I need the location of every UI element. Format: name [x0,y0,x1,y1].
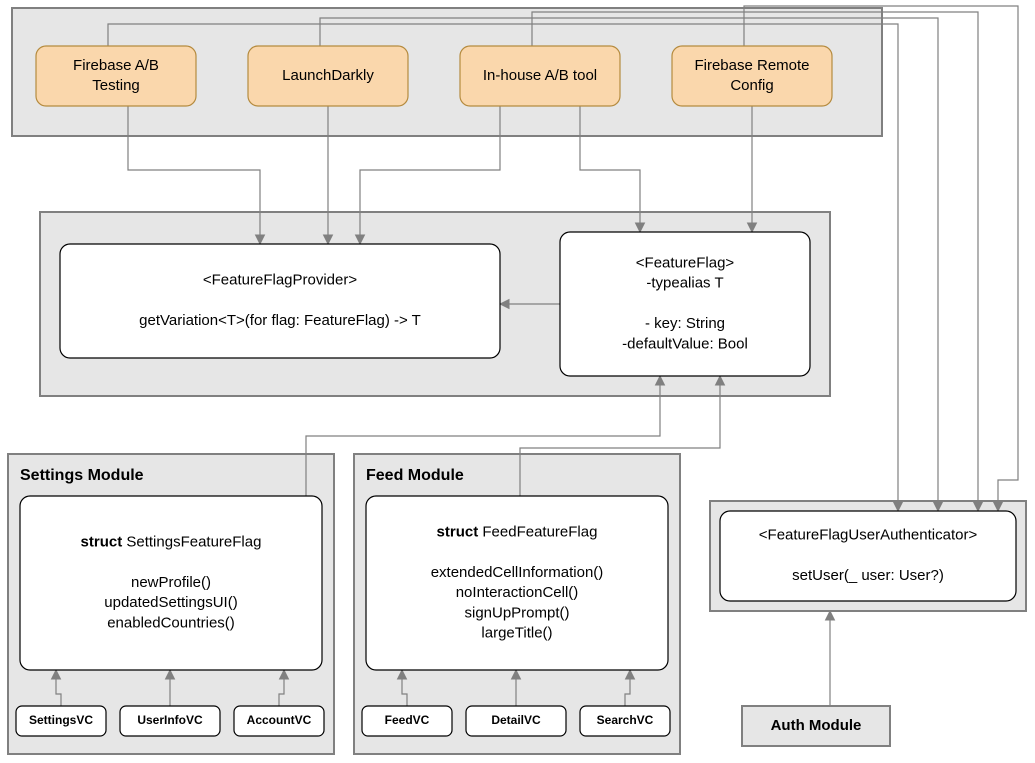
firebase-ab-line-1: Testing [92,77,140,94]
settings-module-group-title: Settings Module [20,467,144,484]
feed-struct-line-3: noInteractionCell() [456,584,579,601]
diagram-root: Settings Module Feed Module Firebase A/B Te… [0,0,1035,763]
feedvc-line-0: FeedVC [385,713,430,727]
feed-struct: struct FeedFeatureFlag extendedCellInform… [366,496,668,670]
firebase-remote: Firebase Remote Config [672,46,832,106]
provider-line-2: getVariation<T>(for flag: FeatureFlag) -… [139,312,421,329]
searchvc: SearchVC [580,706,670,736]
settings-struct-line-0: struct SettingsFeatureFlag [81,533,262,550]
inhouse: In-house A/B tool [460,46,620,106]
searchvc-line-0: SearchVC [597,713,654,727]
firebase-remote-line-1: Config [730,77,773,94]
featureflag-line-0: <FeatureFlag> [636,254,735,271]
detailvc: DetailVC [466,706,566,736]
detailvc-line-0: DetailVC [491,713,541,727]
provider-line-0: <FeatureFlagProvider> [203,272,357,289]
firebase-ab: Firebase A/B Testing [36,46,196,106]
feed-struct-line-2: extendedCellInformation() [431,564,604,581]
firebase-ab-line-0: Firebase A/B [73,57,159,74]
provider: <FeatureFlagProvider> getVariation<T>(for… [60,244,500,358]
settings-struct-line-2: newProfile() [131,574,211,591]
feed-module-group-title: Feed Module [366,467,464,484]
userinfovc-line-0: UserInfoVC [137,713,203,727]
authenticator: <FeatureFlagUserAuthenticator> setUser(_ … [720,511,1016,601]
settings-struct: struct SettingsFeatureFlag newProfile() up… [20,496,322,670]
auth-module-line-0: Auth Module [771,717,862,734]
feed-struct-line-4: signUpPrompt() [464,604,569,621]
featureflag: <FeatureFlag> -typealias T - key: String -d… [560,232,810,376]
settingsvc-line-0: SettingsVC [29,713,93,727]
settings-struct-line-4: enabledCountries() [107,614,235,631]
featureflag-line-4: -defaultValue: Bool [622,335,748,352]
settings-struct-line-3: updatedSettingsUI() [104,594,237,611]
authenticator-line-0: <FeatureFlagUserAuthenticator> [759,527,978,544]
feed-struct-line-0: struct FeedFeatureFlag [437,523,598,540]
settingsvc: SettingsVC [16,706,106,736]
accountvc-line-0: AccountVC [247,713,312,727]
authenticator-line-2: setUser(_ user: User?) [792,567,944,584]
featureflag-line-3: - key: String [645,315,725,332]
accountvc: AccountVC [234,706,324,736]
launchdarkly: LaunchDarkly [248,46,408,106]
userinfovc: UserInfoVC [120,706,220,736]
firebase-remote-line-0: Firebase Remote [694,57,809,74]
feedvc: FeedVC [362,706,452,736]
featureflag-line-1: -typealias T [646,275,723,292]
auth-module: Auth Module [742,706,890,746]
feed-struct-line-5: largeTitle() [481,625,552,642]
launchdarkly-line-0: LaunchDarkly [282,67,374,84]
inhouse-line-0: In-house A/B tool [483,67,597,84]
